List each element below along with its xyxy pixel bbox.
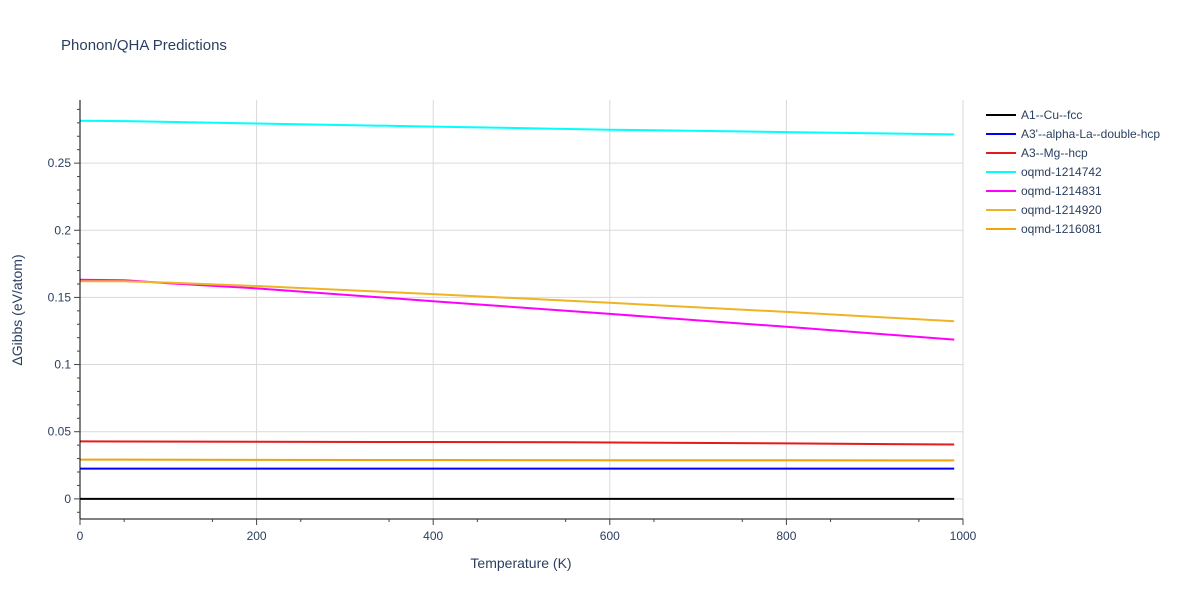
legend-label: A3'--alpha-La--double-hcp xyxy=(1021,127,1160,141)
plot-series xyxy=(79,119,955,500)
x-tick-label: 800 xyxy=(776,529,796,543)
y-tick-label: 0.05 xyxy=(48,425,72,439)
x-tick-label: 0 xyxy=(77,529,84,543)
legend-label: A1--Cu--fcc xyxy=(1021,108,1082,122)
chart-title: Phonon/QHA Predictions xyxy=(61,37,227,54)
legend-label: oqmd-1214920 xyxy=(1021,203,1102,217)
series-line xyxy=(79,119,955,136)
x-tick-label: 400 xyxy=(423,529,443,543)
legend: A1--Cu--fcc A3'--alpha-La--double-hcp A3--… xyxy=(986,108,1160,236)
y-axis-title: ΔGibbs (eV/atom) xyxy=(9,254,25,365)
y-tick-label: 0 xyxy=(64,492,71,506)
x-tick-label: 1000 xyxy=(950,529,977,543)
legend-label: oqmd-1214742 xyxy=(1021,165,1102,179)
series-line xyxy=(79,440,955,446)
legend-label: oqmd-1216081 xyxy=(1021,222,1102,236)
x-tick-label: 600 xyxy=(600,529,620,543)
axes: 0 200 400 600 800 1000 0 0.05 0.1 0.15 0.2 0.25 xyxy=(48,100,977,543)
y-tick-label: 0.15 xyxy=(48,290,72,304)
series-line xyxy=(79,458,955,462)
legend-label: oqmd-1214831 xyxy=(1021,184,1102,198)
legend-label: A3--Mg--hcp xyxy=(1021,146,1088,160)
x-axis-title: Temperature (K) xyxy=(470,555,571,571)
series-line xyxy=(80,280,955,323)
x-tick-label: 200 xyxy=(247,529,267,543)
y-tick-label: 0.1 xyxy=(54,358,71,372)
y-tick-label: 0.25 xyxy=(48,156,72,170)
y-tick-label: 0.2 xyxy=(54,223,71,237)
